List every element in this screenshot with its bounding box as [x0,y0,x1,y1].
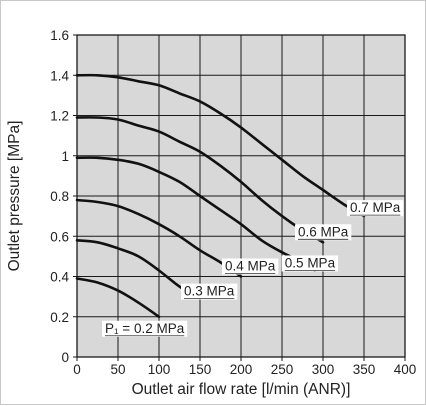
y-tick-label: 0.4 [50,270,69,285]
series-label: 0.7 MPa [350,200,401,215]
series-label-background [295,224,352,241]
series-label-background [347,200,404,217]
x-tick-label: 300 [312,362,335,377]
x-tick-label: 250 [271,362,294,377]
x-tick-label: 50 [110,362,125,377]
curve-series-5 [75,116,325,244]
x-tick-label: 150 [189,362,212,377]
x-axis-title: Outlet air flow rate [l/min (ANR)] [132,381,351,398]
y-tick-label: 0.8 [50,189,69,204]
series-label: 0.6 MPa [298,224,349,239]
series-label: 0.3 MPa [184,284,235,299]
series-label: 0.4 MPa [225,259,276,274]
series-label-background [181,283,238,300]
x-tick-label: 100 [148,362,171,377]
y-tick-label: 1.2 [50,109,69,124]
x-tick-label: 350 [353,362,376,377]
series-label: 0.5 MPa [285,255,336,270]
curve-series-2 [75,239,202,300]
x-tick-label: 0 [73,362,81,377]
series-label: P₁ = 0.2 MPa [105,321,185,336]
curve-series-3 [75,198,243,278]
y-tick-label: 0.6 [50,229,69,244]
x-tick-label: 200 [230,362,253,377]
y-tick-label: 1.4 [50,68,69,83]
series-label-background [222,258,279,275]
curve-series-6 [75,73,366,218]
y-tick-label: 0.2 [50,310,69,325]
x-tick-label: 400 [394,362,417,377]
y-tick-label: 0 [61,350,69,365]
curve-series-4 [75,156,317,272]
y-tick-label: 1 [61,149,69,164]
curve-series-1 [75,277,161,319]
series-label-background [281,255,339,272]
y-tick-label: 1.6 [50,28,69,43]
y-axis-title: Outlet pressure [MPa] [6,121,23,272]
series-label-background [102,320,188,337]
